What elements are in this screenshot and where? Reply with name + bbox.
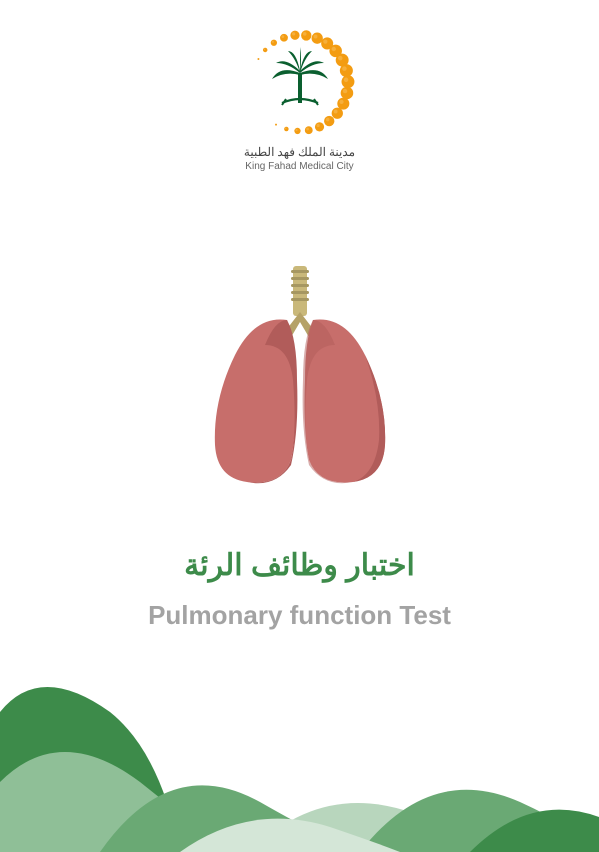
page: مدينة الملك فهد الطبية King Fahad Medica…: [0, 0, 599, 852]
logo-english-text: King Fahad Medical City: [245, 161, 353, 172]
logo-arabic-text: مدينة الملك فهد الطبية: [244, 145, 355, 160]
title-english: Pulmonary function Test: [0, 600, 599, 631]
footer-hills-decoration: [0, 652, 599, 852]
logo-crescent-palm-icon: [235, 28, 365, 143]
lungs-illustration: [185, 260, 415, 495]
title-arabic: اختبار وظائف الرئة: [0, 548, 599, 583]
organization-logo: مدينة الملك فهد الطبية King Fahad Medica…: [235, 28, 365, 172]
lungs-icon: [185, 260, 415, 490]
